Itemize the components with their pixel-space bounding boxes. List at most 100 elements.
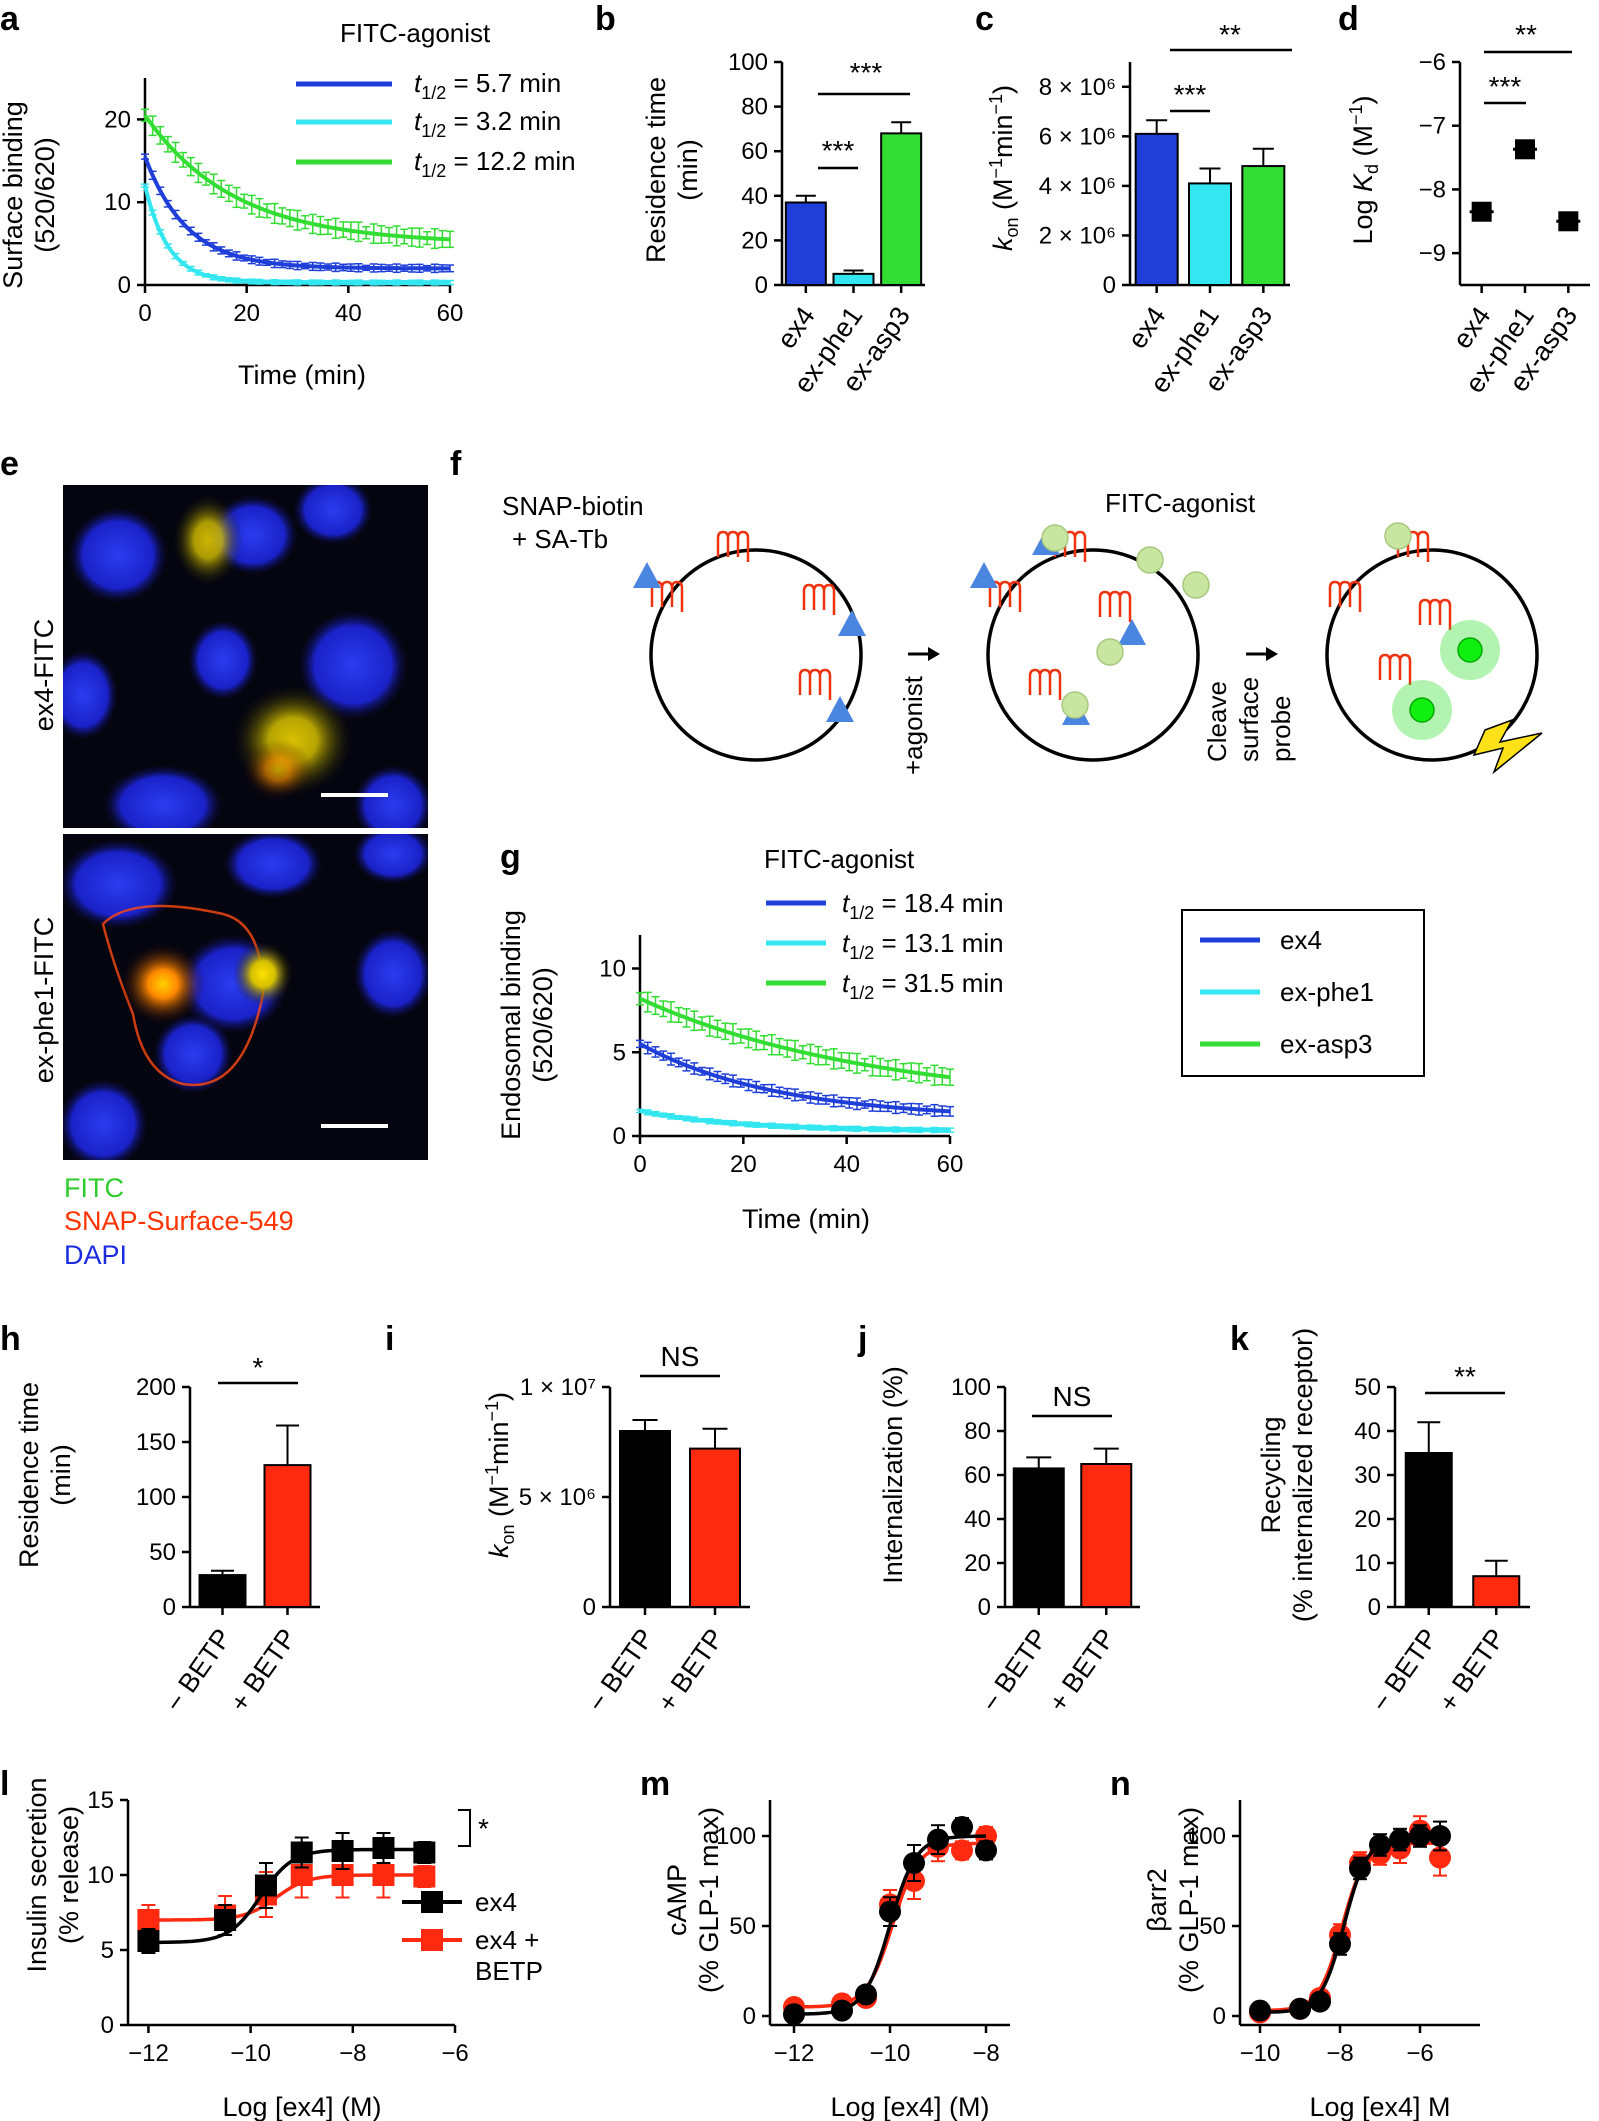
point: [1389, 1828, 1411, 1851]
panel-g-legend: t1/2 = 18.4 min t1/2 = 13.1 min t1/2 = 3…: [766, 888, 1004, 1003]
y-tick-label: 20: [104, 106, 131, 133]
microscopy-exphe1-canvas: [63, 834, 428, 1160]
agonist-bead-icon: [1096, 638, 1124, 666]
y-tick-label: 5 × 10⁶: [519, 1484, 596, 1511]
panel-f-text-fitc-agonist: FITC-agonist: [1105, 488, 1256, 518]
y-tick-label: 0: [1368, 1594, 1381, 1621]
panel-e-legend-dapi: DAPI: [64, 1240, 127, 1270]
key-box: ex4 ex-phe1 ex-asp3: [1181, 909, 1425, 1077]
bar-− BETP: [619, 1430, 671, 1608]
panel-i-sig: NS: [661, 1341, 700, 1372]
panel-k-ylabel-2: (% internalized receptor): [1288, 1328, 1318, 1622]
panel-f-schematic-elements: [633, 522, 1500, 740]
category-label: − BETP: [159, 1623, 237, 1717]
bar-+ BETP: [1472, 1575, 1521, 1608]
point: [1329, 1933, 1351, 1955]
panel-b-ylabel-2: (min): [673, 139, 703, 201]
panel-label-h: h: [0, 1320, 21, 1358]
panel-e-img1-label: ex4-FITC: [29, 619, 59, 732]
panel-h-plot: 0 50 100 150 200 − BETP+ BETP: [136, 1374, 320, 1717]
x-tick-label: −8: [1326, 2040, 1353, 2067]
panel-f-step2c: probe: [1266, 696, 1296, 763]
panel-label-i: i: [385, 1320, 394, 1358]
bar-ex-phe1: [832, 272, 875, 287]
receptor-icon: [1028, 668, 1062, 700]
x-tick-label: 40: [833, 1151, 860, 1178]
point: [137, 1909, 160, 1931]
nucleus: [63, 839, 178, 929]
category-label: + BETP: [1433, 1623, 1511, 1717]
nucleus: [293, 485, 373, 545]
point-ex-asp3: [1558, 211, 1579, 232]
panel-k-plot: 0 10 20 30 40 50 − BETP+ BETP: [1354, 1374, 1530, 1717]
panel-g-ylabel-1: Endosomal binding: [496, 910, 526, 1140]
panel-b-sig2: ***: [850, 57, 883, 88]
bar-+ BETP: [263, 1464, 312, 1608]
tb-triangle-icon: [633, 562, 661, 588]
x-tick-label: −8: [339, 2040, 366, 2067]
panel-l-ylabel-1: Insulin secretion: [22, 1777, 52, 1972]
panel-e-img2-label: ex-phe1-FITC: [29, 917, 59, 1084]
y-tick-label: 10: [1354, 1550, 1381, 1577]
nucleus: [223, 834, 323, 899]
point: [1309, 1990, 1331, 2013]
x-tick-label: 0: [633, 1151, 646, 1178]
cell-1: [649, 548, 863, 762]
y-tick-label: 30: [1354, 1462, 1381, 1489]
tb-triangle-icon: [838, 610, 866, 636]
panel-a-ylabel-1: Surface binding: [0, 101, 28, 289]
panel-m-xlabel: Log [ex4] (M): [830, 2092, 989, 2121]
panel-l-sig-bracket: [458, 1809, 471, 1847]
panel-label-m: m: [640, 1765, 670, 1803]
key-box-frame: [1181, 909, 1425, 1077]
panel-f-step2b: surface: [1234, 677, 1264, 762]
panel-a-plot: 0 10 20 0 20 40 60: [104, 78, 463, 327]
key-text-exasp3: ex-asp3: [1280, 1029, 1373, 1059]
panel-b-sig1: ***: [822, 135, 855, 166]
panel-label-l: l: [0, 1765, 9, 1803]
y-tick-label: 0: [613, 1123, 626, 1150]
panel-l-plot: 0 5 10 15 −12 −10 −8 −6: [87, 1787, 468, 2067]
panel-g-title: FITC-agonist: [764, 844, 915, 874]
y-tick-label: 40: [741, 183, 768, 210]
panel-g-ylabel-2: (520/620): [528, 967, 558, 1083]
category-label: − BETP: [582, 1623, 660, 1717]
membrane-outline: [101, 904, 265, 1087]
y-tick-label: 2 × 10⁶: [1039, 222, 1116, 249]
category-label: − BETP: [975, 1623, 1053, 1717]
legend-g-2: t1/2 = 13.1 min: [842, 928, 1004, 963]
panel-m-ylabel-1: cAMP: [662, 1864, 692, 1936]
panel-e-legend-snap: SNAP-Surface-549: [64, 1206, 294, 1236]
panel-h: h Residence time (min) 0 50 100 150 200 − BET…: [0, 1320, 320, 1717]
panel-g: g FITC-agonist t1/2 = 18.4 min t1/2 = 13…: [496, 838, 1004, 1234]
panel-n-xlabel: Log [ex4] M: [1309, 2092, 1450, 2121]
point: [214, 1909, 237, 1931]
panel-b-ylabel-1: Residence time: [641, 77, 671, 263]
y-tick-label: 0: [1103, 272, 1116, 299]
nucleus: [188, 620, 258, 700]
y-tick-label: 20: [1354, 1506, 1381, 1533]
cell-2: [986, 548, 1200, 762]
y-tick-label: 100: [136, 1484, 176, 1511]
x-tick-label: 20: [233, 300, 260, 327]
series-ex-asp3: [636, 991, 954, 1087]
panel-m-ylabel-2: (% GLP-1 max): [694, 1807, 724, 1993]
panel-i: i kon (M−1min−1) 0 5 × 10⁶ 1 × 10⁷ − BETP+ …: [385, 1320, 750, 1717]
tb-triangle-icon: [826, 696, 854, 722]
bar-ex4: [1134, 132, 1179, 286]
panel-n-ylabel-2: (% GLP-1 max): [1174, 1807, 1204, 1993]
y-tick-label: 20: [964, 1550, 991, 1577]
y-tick-label: 5: [101, 1937, 114, 1964]
point: [137, 1930, 160, 1952]
bar-− BETP: [1012, 1467, 1065, 1609]
category-label: + BETP: [224, 1623, 302, 1717]
microscopy-ex4-canvas: [63, 485, 428, 828]
key-text-exphe1: ex-phe1: [1280, 977, 1374, 1007]
panel-e-legend-fitc: FITC: [64, 1173, 124, 1203]
cell-3: [1325, 548, 1539, 762]
tb-triangle-icon: [970, 562, 998, 588]
panel-j: j Internalization (%) 0 20 40 60 80 100 − BETP…: [857, 1320, 1140, 1717]
panel-k-sig: **: [1454, 1361, 1476, 1392]
